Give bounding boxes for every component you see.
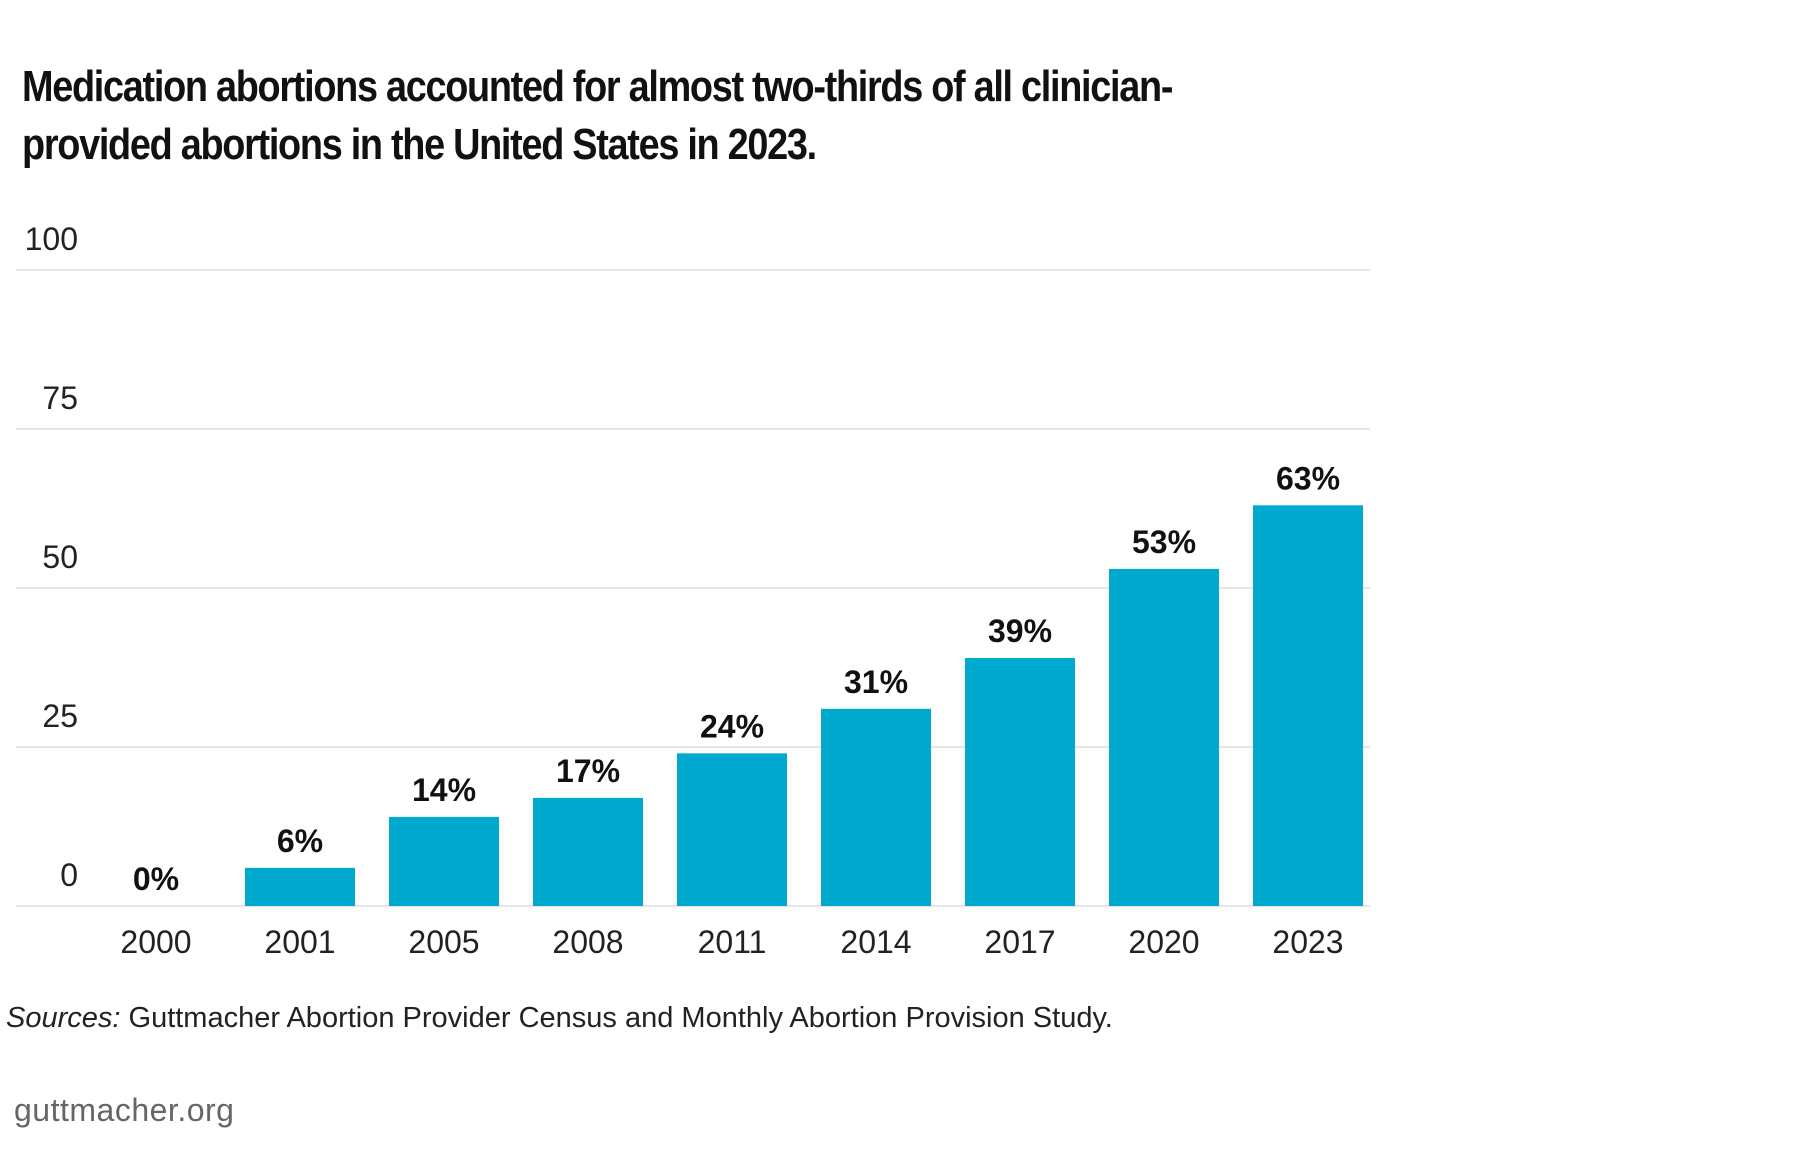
- x-tick-label-2014: 2014: [840, 924, 911, 960]
- x-tick-label-2011: 2011: [698, 924, 767, 960]
- source-label: Sources:: [6, 1002, 121, 1034]
- bar-2017: [965, 657, 1075, 906]
- data-label-2014: 31%: [844, 664, 908, 700]
- y-tick-label: 25: [42, 698, 78, 734]
- y-tick-label: 75: [42, 380, 78, 416]
- data-label-2020: 53%: [1132, 524, 1196, 560]
- data-label-2011: 24%: [700, 708, 764, 744]
- x-tick-label-2020: 2020: [1128, 924, 1199, 960]
- data-label-2017: 39%: [988, 613, 1052, 649]
- source-note: Sources: Guttmacher Abortion Provider Ce…: [6, 1000, 1113, 1036]
- footer-site: guttmacher.org: [14, 1092, 235, 1128]
- y-tick-label: 0: [60, 857, 78, 893]
- x-tick-label-2017: 2017: [984, 924, 1055, 960]
- data-label-2008: 17%: [556, 753, 620, 789]
- y-tick-label: 50: [42, 539, 78, 575]
- bar-2023: [1253, 505, 1363, 906]
- data-label-2001: 6%: [277, 823, 323, 859]
- bar-2001: [245, 867, 355, 906]
- y-tick-label: 100: [25, 221, 78, 257]
- data-label-2023: 63%: [1276, 460, 1340, 496]
- bar-2008: [533, 797, 643, 906]
- x-tick-label-2000: 2000: [120, 924, 191, 960]
- x-tick-label-2008: 2008: [552, 924, 623, 960]
- x-tick-label-2023: 2023: [1272, 924, 1343, 960]
- bar-2005: [389, 816, 499, 906]
- x-tick-label-2001: 2001: [264, 924, 335, 960]
- data-label-2005: 14%: [412, 772, 476, 808]
- data-label-2000: 0%: [133, 861, 179, 897]
- bar-2011: [677, 753, 787, 906]
- chart-title: Medication abortions accounted for almos…: [22, 62, 1173, 169]
- x-tick-label-2005: 2005: [408, 924, 479, 960]
- bar-2014: [821, 708, 931, 906]
- bar-2020: [1109, 568, 1219, 906]
- source-text: Guttmacher Abortion Provider Census and …: [120, 1002, 1113, 1034]
